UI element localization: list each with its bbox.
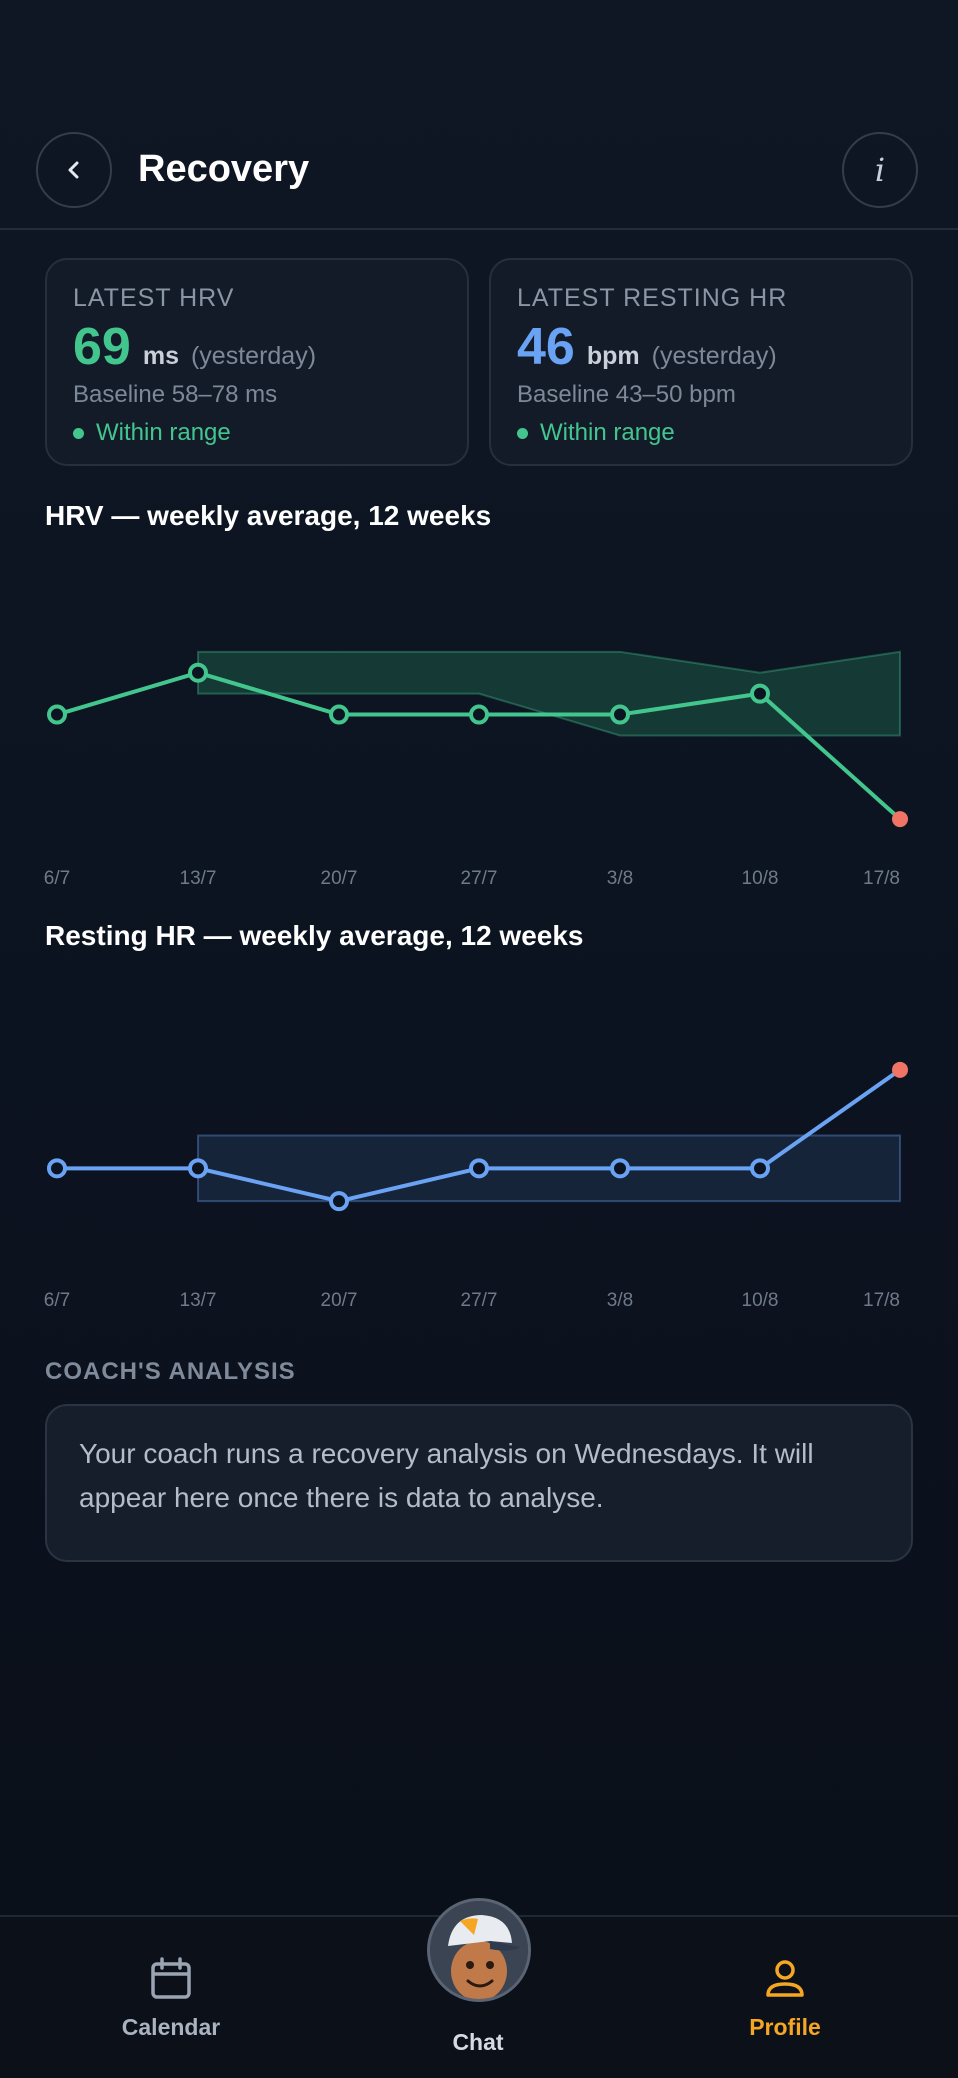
card-value: 69	[73, 318, 131, 376]
data-point[interactable]	[469, 704, 489, 725]
card-label: LATEST RESTING HR	[517, 284, 788, 312]
x-tick-label: 20/7	[321, 868, 358, 889]
latest-data-point[interactable]	[892, 1061, 908, 1078]
x-tick-label: 20/7	[321, 1290, 358, 1311]
card-unit: ms	[142, 342, 179, 370]
resting-hr-card: LATEST RESTING HR 46 bpm (yesterday) Bas…	[489, 258, 913, 466]
x-tick-label: 6/7	[44, 1290, 70, 1311]
hrv-chart-title: HRV — weekly average, 12 weeks	[45, 500, 492, 531]
header: Recovery i	[0, 110, 958, 230]
nav-profile-label: Profile	[749, 2014, 821, 2040]
coach-avatar[interactable]	[427, 1898, 531, 2002]
data-point[interactable]	[750, 1158, 770, 1179]
baseline-band	[197, 650, 901, 737]
data-point[interactable]	[469, 1158, 489, 1179]
x-tick-label: 6/7	[44, 868, 70, 889]
nav-calendar[interactable]: Calendar	[71, 1917, 271, 2041]
nav-profile[interactable]: Profile	[685, 1917, 885, 2041]
resting-hr-chart: 6/7 13/7 20/7 27/7 3/8 10/8 17/8	[44, 1061, 908, 1311]
data-point[interactable]	[610, 704, 630, 725]
x-tick-label: 13/7	[180, 1290, 217, 1311]
profile-icon	[766, 1960, 804, 1997]
card-baseline: Baseline 58–78 ms	[73, 381, 278, 408]
chevron-left-icon	[68, 161, 79, 179]
card-when: (yesterday)	[190, 342, 317, 370]
status-text: Within range	[96, 419, 231, 446]
card-label: LATEST HRV	[73, 284, 235, 312]
data-point[interactable]	[329, 704, 349, 725]
info-button[interactable]: i	[842, 132, 918, 208]
hrv-chart: 6/7 13/7 20/7 27/7 3/8 10/8 17/8	[44, 650, 908, 889]
card-baseline: Baseline 43–50 bpm	[517, 381, 736, 408]
nav-calendar-label: Calendar	[121, 2014, 221, 2040]
nav-chat[interactable]: Chat	[378, 1917, 578, 2056]
data-point[interactable]	[329, 1191, 349, 1212]
x-tick-label: 17/8	[863, 868, 900, 889]
coach-avatar-icon	[430, 1901, 528, 1999]
x-tick-label: 10/8	[742, 1290, 779, 1311]
calendar-icon	[151, 1957, 191, 1999]
coach-analysis-card: Your coach runs a recovery analysis on W…	[45, 1404, 913, 1562]
info-icon: i	[874, 151, 886, 189]
status-dot-icon	[73, 427, 84, 439]
nav-chat-label: Chat	[452, 2029, 504, 2055]
status-indicator: Within range	[73, 419, 441, 447]
x-tick-label: 27/7	[461, 868, 498, 889]
status-text: Within range	[540, 419, 675, 446]
data-point[interactable]	[188, 662, 208, 683]
status-dot-icon	[517, 427, 528, 439]
data-point[interactable]	[47, 1158, 67, 1179]
page-title: Recovery	[138, 148, 310, 190]
x-tick-label: 10/8	[742, 868, 779, 889]
x-tick-label: 3/8	[607, 868, 633, 889]
x-tick-label: 17/8	[863, 1290, 900, 1311]
latest-data-point[interactable]	[892, 811, 908, 828]
x-tick-label: 3/8	[607, 1290, 633, 1311]
coach-analysis-label: COACH'S ANALYSIS	[45, 1358, 296, 1385]
card-unit: bpm	[586, 342, 640, 370]
data-point[interactable]	[750, 683, 770, 704]
back-button[interactable]	[36, 132, 112, 208]
hrv-card: LATEST HRV 69 ms (yesterday) Baseline 58…	[45, 258, 469, 466]
card-when: (yesterday)	[651, 342, 777, 370]
x-tick-label: 13/7	[180, 868, 217, 889]
card-value: 46	[517, 318, 575, 376]
resting-hr-chart-title: Resting HR — weekly average, 12 weeks	[45, 920, 584, 951]
data-point[interactable]	[47, 704, 67, 725]
status-indicator: Within range	[517, 419, 885, 447]
data-point[interactable]	[188, 1158, 208, 1179]
data-point[interactable]	[610, 1158, 630, 1179]
x-tick-label: 27/7	[461, 1290, 498, 1311]
